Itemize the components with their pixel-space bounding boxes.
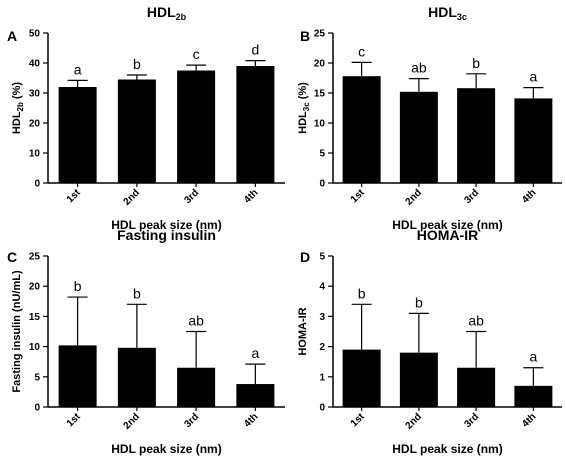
x-tick-label: 4th <box>242 187 260 205</box>
significance-letter: a <box>251 345 259 361</box>
y-tick-label: 25 <box>29 252 41 263</box>
y-tick-label: 5 <box>34 372 40 383</box>
significance-letter: b <box>358 285 366 301</box>
x-tick-label: 3rd <box>182 187 201 206</box>
bar <box>177 367 216 407</box>
significance-letter: b <box>133 285 141 301</box>
y-tick-label: 4 <box>319 282 325 293</box>
significance-letter: b <box>74 278 82 294</box>
bar <box>177 70 216 183</box>
significance-letter: c <box>358 43 365 59</box>
y-tick-label: 0 <box>319 179 325 190</box>
y-axis-label: HDL2b (%) <box>11 82 25 134</box>
y-tick-label: 15 <box>314 89 326 100</box>
x-tick-label: 3rd <box>462 411 481 430</box>
bar <box>58 87 97 183</box>
panel-letter: C <box>7 249 17 265</box>
chart-title: HOMA-IR <box>417 227 478 243</box>
y-axis-label: Fasting insulin (nU/mL) <box>11 270 23 393</box>
y-tick-label: 30 <box>29 89 41 100</box>
y-tick-label: 25 <box>314 29 326 40</box>
y-tick-label: 0 <box>34 403 40 414</box>
y-tick-label: 3 <box>319 312 325 323</box>
panel-letter: A <box>7 28 17 44</box>
x-axis-label: HDL peak size (nm) <box>392 442 502 456</box>
x-tick-label: 2nd <box>122 187 142 207</box>
x-tick-label: 4th <box>242 411 260 429</box>
bar <box>457 88 496 183</box>
chart-title: Fasting insulin <box>117 227 216 243</box>
bar <box>117 79 156 183</box>
bar <box>58 345 97 407</box>
y-tick-label: 5 <box>319 252 325 263</box>
bar <box>399 91 438 183</box>
significance-letter: c <box>193 46 200 62</box>
bar <box>514 385 553 407</box>
y-tick-label: 10 <box>314 119 326 130</box>
y-tick-label: 20 <box>29 282 41 293</box>
bar <box>236 66 275 183</box>
y-tick-label: 2 <box>319 342 325 353</box>
significance-letter: b <box>133 56 141 72</box>
panel-letter: B <box>300 28 310 44</box>
bar <box>399 352 438 407</box>
significance-letter: ab <box>188 313 204 329</box>
significance-letter: a <box>529 349 537 365</box>
significance-letter: a <box>74 61 82 77</box>
x-tick-label: 3rd <box>182 411 201 430</box>
y-tick-label: 0 <box>34 179 40 190</box>
x-tick-label: 2nd <box>122 411 142 431</box>
x-tick-label: 1st <box>65 187 83 205</box>
y-axis-label: HDL3c (%) <box>297 82 311 134</box>
x-tick-label: 1st <box>349 187 367 205</box>
x-tick-label: 2nd <box>404 187 424 207</box>
y-tick-label: 10 <box>29 342 41 353</box>
significance-letter: a <box>529 69 537 85</box>
bar <box>342 76 381 183</box>
chart-title: HDL2b <box>147 4 187 22</box>
y-axis-label: HOMA-IR <box>297 307 309 355</box>
bar <box>117 347 156 407</box>
x-tick-label: 4th <box>520 411 538 429</box>
y-tick-label: 5 <box>319 149 325 160</box>
y-tick-label: 40 <box>29 59 41 70</box>
y-tick-label: 50 <box>29 29 41 40</box>
significance-letter: ab <box>468 313 484 329</box>
chart-panel-c: C Fasting insulin Fasting insulin (nU/mL) H… <box>7 227 285 456</box>
significance-letter: ab <box>411 60 427 76</box>
y-tick-label: 10 <box>29 149 41 160</box>
y-tick-label: 20 <box>314 59 326 70</box>
x-tick-label: 1st <box>65 411 83 429</box>
chart-panel-a: A HDL2b HDL2b (%) HDL peak size (nm) 0 10 20 30… <box>7 4 285 232</box>
x-axis-label: HDL peak size (nm) <box>111 218 221 232</box>
y-tick-label: 0 <box>319 403 325 414</box>
x-tick-label: 2nd <box>404 411 424 431</box>
bar <box>457 367 496 407</box>
bar <box>342 349 381 407</box>
chart-panel-d: D HOMA-IR HOMA-IR HDL peak size (nm) 0 1 2 3 4 5 b… <box>297 227 562 456</box>
bar <box>236 384 275 407</box>
x-axis-label: HDL peak size (nm) <box>111 442 221 456</box>
significance-letter: b <box>472 55 480 71</box>
chart-panel-b: B HDL3c HDL3c (%) HDL peak size (nm) 0 5 10 15 2… <box>297 4 562 232</box>
bar <box>514 98 553 183</box>
panel-letter: D <box>300 249 310 265</box>
x-axis-label: HDL peak size (nm) <box>392 218 502 232</box>
y-tick-label: 20 <box>29 119 41 130</box>
significance-letter: b <box>415 294 423 310</box>
y-tick-label: 15 <box>29 312 41 323</box>
y-tick-label: 1 <box>319 372 325 383</box>
significance-letter: d <box>251 42 259 58</box>
x-tick-label: 4th <box>520 187 538 205</box>
x-tick-label: 1st <box>349 411 367 429</box>
chart-title: HDL3c <box>428 4 467 22</box>
x-tick-label: 3rd <box>462 187 481 206</box>
